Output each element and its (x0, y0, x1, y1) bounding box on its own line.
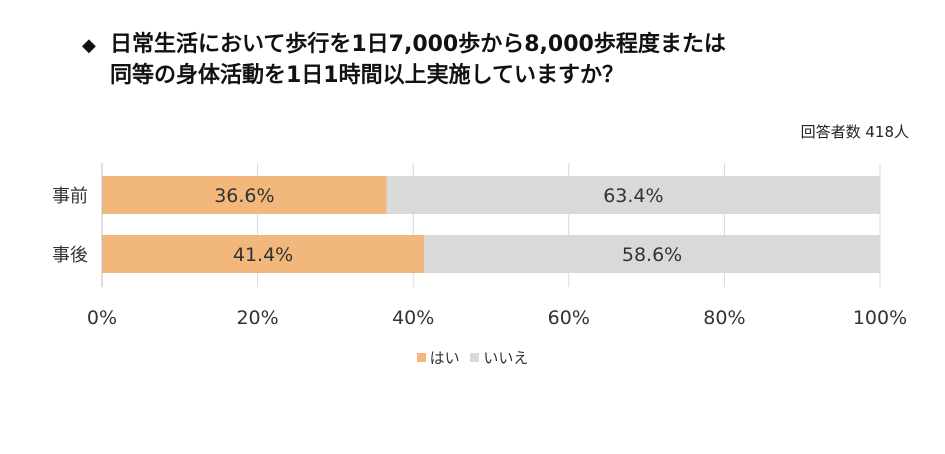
title-text-1: 日常生活において歩行を1日7,000歩から8,000歩程度または (110, 32, 726, 57)
data-label: 36.6% (214, 185, 274, 207)
chart-title: ◆ 日常生活において歩行を1日7,000歩から8,000歩程度または 同等の身体活… (82, 30, 726, 91)
legend-item-yes: はい (416, 347, 460, 368)
x-tick-label: 0% (87, 307, 117, 329)
bar-segment (424, 235, 880, 273)
title-line-2: 同等の身体活動を1日1時間以上実施していますか？ (110, 63, 624, 88)
x-tick-label: 20% (236, 307, 278, 329)
data-label: 63.4% (603, 185, 663, 207)
bar-segment (102, 176, 387, 214)
x-tick-label: 40% (392, 307, 434, 329)
chart-legend: はい いいえ (0, 347, 945, 368)
respondent-count: 回答者数 418人 (800, 123, 909, 141)
legend-swatch-no (470, 353, 480, 362)
legend-label-yes: はい (429, 349, 460, 367)
legend-label-no: いいえ (483, 349, 529, 367)
bar-segment (102, 235, 425, 273)
x-tick-label: 60% (548, 307, 590, 329)
legend-swatch-yes (416, 353, 426, 362)
x-tick-label: 100% (853, 307, 907, 329)
x-tick-label: 80% (703, 307, 745, 329)
data-label: 58.6% (622, 244, 682, 266)
data-label: 41.4% (233, 244, 293, 266)
category-label: 事前 (52, 186, 88, 207)
legend-item-no: いいえ (470, 347, 528, 368)
title-line-1: ◆ 日常生活において歩行を1日7,000歩から8,000歩程度または (82, 30, 726, 61)
diamond-bullet-icon: ◆ (82, 35, 96, 56)
bar-segment (386, 176, 880, 214)
category-label: 事後 (52, 245, 88, 266)
